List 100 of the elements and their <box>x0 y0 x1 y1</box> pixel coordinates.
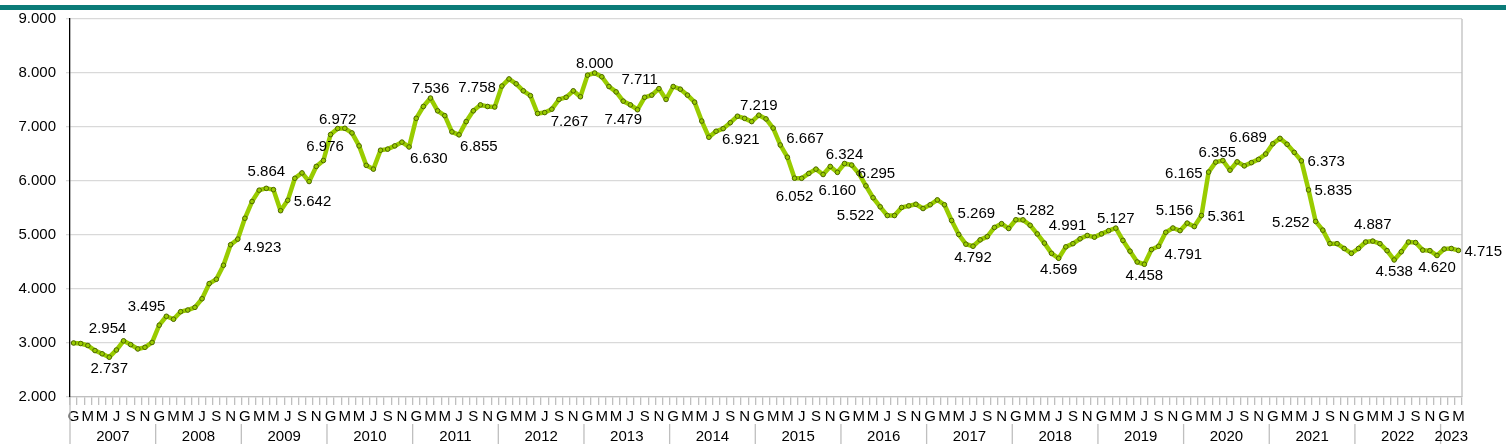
x-tick-label: N <box>310 407 322 425</box>
x-tick-label: S <box>982 407 993 425</box>
x-tick-label: N <box>739 407 751 425</box>
x-tick-label: J <box>1397 407 1406 425</box>
x-tick-label: M <box>866 407 880 425</box>
text: 2019 <box>1124 427 1158 444</box>
text: 2013 <box>610 427 644 444</box>
x-tick-label: S <box>1153 407 1164 425</box>
x-tick-label: J <box>283 407 292 425</box>
x-tick-label: S <box>1410 407 1421 425</box>
x-tick-label: G <box>324 407 337 425</box>
x-tick-label: S <box>810 407 821 425</box>
text: 2021 <box>1295 427 1329 444</box>
text: 2018 <box>1038 427 1072 444</box>
x-tick-label: N <box>1253 407 1264 425</box>
x-tick-label: M <box>1209 407 1222 425</box>
x-tick-label: J <box>1054 407 1063 425</box>
x-tick-label: N <box>910 407 922 425</box>
text: 2011 <box>439 427 472 444</box>
data-label: 7.758 <box>458 77 496 95</box>
x-tick-label: N <box>139 407 151 425</box>
x-tick-label: N <box>1081 407 1093 425</box>
x-tick-label: S <box>1324 407 1335 425</box>
x-tick-label: J <box>797 407 806 425</box>
x-tick-label: G <box>581 407 594 425</box>
x-tick-label: J <box>626 407 635 425</box>
data-label: 2.737 <box>90 359 129 377</box>
text: 2022 <box>1381 427 1415 444</box>
x-tick-label: J <box>1311 407 1320 425</box>
data-label: 6.052 <box>775 187 814 205</box>
x-tick-label: J <box>540 407 549 425</box>
text: 2009 <box>267 427 301 444</box>
data-label: 5.835 <box>1314 181 1353 199</box>
y-tick-label: 5.000 <box>18 225 56 243</box>
x-tick-label: J <box>112 407 121 425</box>
data-label: 6.355 <box>1198 142 1237 160</box>
x-tick-label: G <box>410 407 423 425</box>
x-tick-label: M <box>595 407 609 425</box>
data-label: 4.887 <box>1354 215 1392 233</box>
x-tick-label: M <box>695 407 708 425</box>
x-tick-label: M <box>267 407 280 425</box>
data-label: 6.855 <box>460 136 498 154</box>
data-label: 4.569 <box>1039 260 1078 278</box>
x-tick-label: N <box>996 407 1007 425</box>
x-tick-label: M <box>424 407 437 425</box>
data-label: 5.864 <box>247 162 286 180</box>
data-label: 7.219 <box>740 96 778 114</box>
x-tick-label: M <box>609 407 623 425</box>
x-tick-label: M <box>1280 407 1294 425</box>
data-label: 4.538 <box>1375 261 1413 279</box>
x-tick-label: M <box>1195 407 1208 425</box>
x-tick-label: N <box>653 407 665 425</box>
y-tick-label: 4.000 <box>18 279 56 297</box>
x-tick-label: J <box>883 407 892 425</box>
text: 2012 <box>524 427 558 444</box>
x-tick-label: J <box>712 407 720 425</box>
x-tick-label: M <box>766 407 780 425</box>
data-label: 7.267 <box>550 111 589 129</box>
x-tick-label: S <box>896 407 907 425</box>
x-tick-label: G <box>1266 407 1279 425</box>
text: 2015 <box>781 427 815 444</box>
x-tick-label: M <box>95 407 109 425</box>
x-tick-label: M <box>181 407 195 425</box>
x-tick-label: N <box>396 407 408 425</box>
data-label: 6.921 <box>722 130 760 148</box>
data-label: 4.792 <box>954 248 992 266</box>
x-tick-label: M <box>1023 407 1037 425</box>
x-tick-label: J <box>369 407 378 425</box>
x-tick-label: J <box>198 407 206 425</box>
text: 2023 <box>1434 427 1468 444</box>
x-tick-label: N <box>482 407 494 425</box>
y-tick-label: 3.000 <box>18 333 56 351</box>
x-tick-label: J <box>969 407 977 425</box>
x-tick-label: M <box>781 407 794 425</box>
x-tick-label: G <box>153 407 166 425</box>
y-tick-label: 2.000 <box>18 387 56 405</box>
x-tick-label: S <box>296 407 308 425</box>
text: 2020 <box>1209 427 1244 444</box>
x-tick-label: N <box>1424 407 1436 425</box>
x-tick-label: G <box>667 407 680 425</box>
x-tick-label: M <box>938 407 951 425</box>
x-tick-label: M <box>524 407 537 425</box>
y-tick-label: 9.000 <box>18 9 56 27</box>
data-label: 5.522 <box>836 205 875 223</box>
x-tick-label: G <box>1010 407 1022 425</box>
x-tick-label: S <box>639 407 650 425</box>
x-tick-label: J <box>1140 407 1149 425</box>
data-label: 4.923 <box>243 238 282 256</box>
x-tick-label: S <box>468 407 479 425</box>
data-label: 5.156 <box>1155 200 1194 218</box>
x-tick-label: S <box>125 407 136 425</box>
x-tick-label: J <box>455 407 463 425</box>
x-tick-label: M <box>338 407 352 425</box>
x-tick-label: M <box>1452 407 1465 425</box>
x-tick-label: M <box>1109 407 1123 425</box>
text: 2007 <box>96 427 130 444</box>
data-label: 5.642 <box>293 191 332 209</box>
data-label: 6.295 <box>857 164 896 182</box>
x-tick-label: N <box>1338 407 1350 425</box>
x-tick-label: M <box>352 407 366 425</box>
